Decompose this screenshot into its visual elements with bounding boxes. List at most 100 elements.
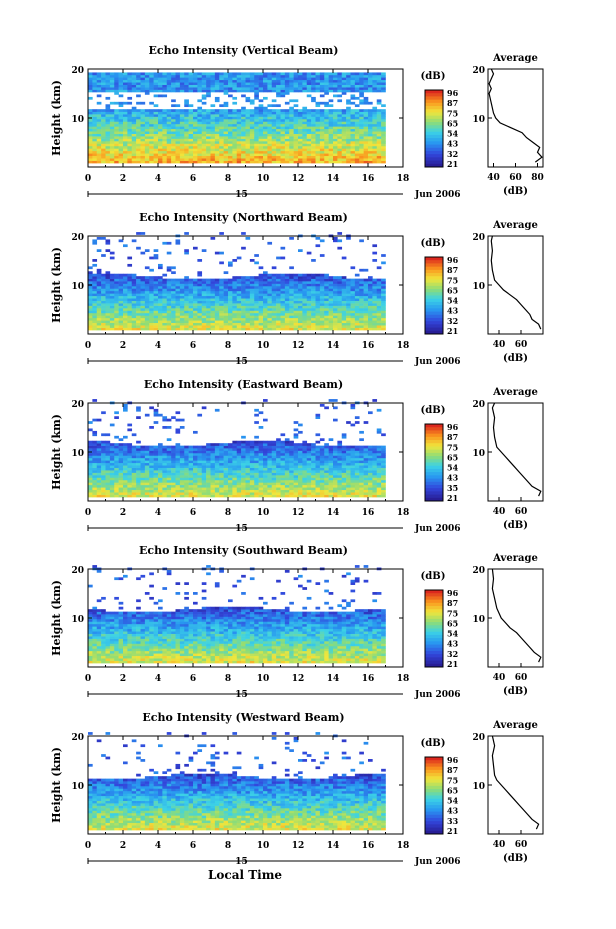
heatmap-cell	[188, 487, 194, 491]
heatmap-cell	[219, 79, 224, 83]
heatmap-cell	[188, 150, 194, 154]
heatmap-cell	[324, 153, 329, 157]
heatmap-cell	[315, 128, 321, 132]
heatmap-cell	[298, 123, 303, 127]
heatmap-cell	[315, 148, 321, 152]
heatmap-cell	[114, 150, 119, 154]
heatmap-cell	[254, 455, 259, 459]
heatmap-cell	[214, 116, 220, 120]
heatmap-cell	[162, 143, 168, 147]
heatmap-cell	[263, 295, 268, 299]
heatmap-cell	[359, 327, 364, 331]
heatmap-cell	[153, 123, 159, 127]
heatmap-cell	[368, 300, 373, 304]
heatmap-cell	[188, 327, 194, 331]
heatmap-cell	[258, 266, 264, 270]
heatmap-cell	[149, 145, 154, 149]
heatmap-cell	[263, 310, 268, 314]
heatmap-cell	[359, 160, 364, 164]
heatmap-cell	[149, 276, 154, 279]
colorbar-band	[425, 90, 443, 94]
heatmap-cell	[92, 116, 98, 120]
heatmap-cell	[219, 153, 224, 157]
heatmap-cell	[302, 138, 308, 142]
heatmap-cell	[223, 327, 229, 331]
heatmap-cell	[114, 133, 119, 137]
heatmap-cell	[92, 418, 98, 422]
heatmap-cell	[127, 303, 133, 306]
heatmap-cell	[136, 406, 141, 410]
heatmap-cell	[368, 325, 373, 328]
heatmap-cell	[92, 433, 98, 437]
heatmap-cell	[354, 82, 360, 85]
heatmap-cell	[179, 87, 185, 90]
heatmap-cell	[236, 450, 242, 454]
heatmap-cell	[158, 445, 163, 449]
heatmap-cell	[158, 300, 163, 304]
heatmap-cell	[171, 77, 176, 81]
heatmap-cell	[372, 116, 378, 120]
heatmap-cell	[258, 452, 264, 456]
heatmap-cell	[210, 153, 216, 157]
heatmap-cell	[236, 114, 242, 117]
heatmap-cell	[96, 114, 102, 117]
heatmap-cell	[158, 281, 163, 284]
heatmap-cell	[267, 82, 273, 85]
heatmap-cell	[153, 278, 159, 282]
heatmap-cell	[131, 106, 137, 110]
heatmap-cell	[328, 303, 334, 306]
heatmap-cell	[162, 308, 168, 311]
heatmap-cell	[179, 126, 185, 130]
heatmap-cell	[123, 136, 128, 139]
heatmap-cell	[223, 118, 229, 122]
heatmap-cell	[354, 104, 360, 108]
heatmap-cell	[153, 487, 159, 491]
heatmap-cell	[302, 155, 308, 159]
colorbar-tick-label: 87	[447, 265, 458, 275]
heatmap-cell	[149, 462, 154, 466]
heatmap-cell	[289, 74, 294, 78]
heatmap-cell	[324, 145, 329, 149]
heatmap-cell	[337, 109, 343, 112]
heatmap-cell	[228, 138, 233, 142]
heatmap-cell	[333, 94, 338, 98]
heatmap-cell	[162, 320, 168, 324]
heatmap-cell	[284, 300, 290, 304]
heatmap-cell	[228, 150, 233, 154]
heatmap-cell	[127, 82, 133, 85]
heatmap-cell	[302, 300, 308, 304]
heatmap-cell	[254, 298, 259, 301]
heatmap-cell	[232, 457, 238, 461]
heatmap-cell	[333, 138, 338, 142]
heatmap-cell	[179, 148, 185, 152]
heatmap-cell	[293, 315, 299, 319]
heatmap-cell	[114, 101, 119, 105]
heatmap-cell	[123, 82, 128, 85]
heatmap-cell	[118, 72, 124, 76]
heatmap-cell	[131, 138, 137, 142]
heatmap-cell	[271, 143, 277, 147]
heatmap-cell	[214, 288, 220, 292]
heatmap-cell	[214, 278, 220, 282]
x-tick-label: 6	[190, 174, 196, 184]
heatmap-cell	[101, 310, 106, 314]
heatmap-cell	[341, 322, 347, 326]
heatmap-cell	[276, 72, 281, 76]
heatmap-cell	[328, 123, 334, 127]
heatmap-cell	[166, 452, 172, 456]
heatmap-cell	[241, 300, 246, 304]
heatmap-cell	[149, 77, 154, 81]
heatmap-cell	[363, 123, 369, 127]
heatmap-cell	[123, 403, 128, 407]
heatmap-cell	[254, 494, 259, 498]
heatmap-cell	[162, 288, 168, 292]
heatmap-cell	[315, 303, 321, 306]
heatmap-cell	[188, 160, 194, 164]
heatmap-cell	[179, 118, 185, 122]
heatmap-cell	[219, 477, 224, 481]
heatmap-cell	[372, 288, 378, 292]
heatmap-cell	[276, 475, 281, 478]
heatmap-cell	[319, 254, 325, 257]
heatmap-cell	[171, 150, 176, 154]
heatmap-cell	[123, 128, 128, 132]
